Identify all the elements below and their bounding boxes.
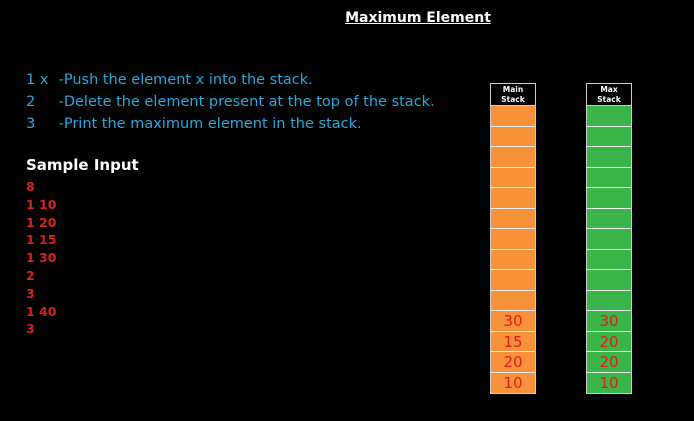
operations-list: 1 x -Push the element x into the stack. …	[26, 69, 435, 135]
operation-print-max: 3 -Print the maximum element in the stac…	[26, 113, 435, 135]
sample-input-title: Sample Input	[26, 156, 139, 174]
main-stack-value-cell: 15	[491, 331, 535, 352]
max-stack-empty-cell	[587, 126, 631, 147]
sample-input-list: 8 1 10 1 20 1 15 1 30 2 3 1 40 3	[26, 178, 56, 338]
main-stack-empty-cell	[491, 208, 535, 229]
main-stack-cells: 30 15 20 10	[491, 106, 535, 393]
sample-input-line: 1 40	[26, 303, 57, 319]
main-stack-empty-cell	[491, 270, 535, 291]
main-stack-empty-cell	[491, 290, 535, 311]
main-stack-empty-cell	[491, 249, 535, 270]
main-stack-value-cell: 10	[491, 372, 535, 393]
sample-input-line: 1 15	[26, 232, 57, 248]
operation-delete: 2 -Delete the element present at the top…	[26, 91, 435, 113]
operation-description: -Print the maximum element in the stack.	[58, 116, 362, 132]
diagram-title: Maximum Element	[345, 10, 491, 26]
max-stack-empty-cell	[587, 290, 631, 311]
main-stack-empty-cell	[491, 167, 535, 188]
max-stack-empty-cell	[587, 106, 631, 127]
main-stack-value-cell: 20	[491, 352, 535, 373]
max-stack-value-cell: 20	[587, 331, 631, 352]
max-stack-value-cell: 10	[587, 372, 631, 393]
max-stack-label-line1: Max	[600, 85, 618, 94]
main-stack-empty-cell	[491, 147, 535, 168]
main-stack-value-cell: 30	[491, 311, 535, 332]
max-stack-empty-cell	[587, 147, 631, 168]
sample-input-line: 3	[26, 285, 35, 301]
main-stack: Main Stack 30 15 20 10	[490, 83, 536, 394]
main-stack-empty-cell	[491, 188, 535, 209]
max-stack-empty-cell	[587, 167, 631, 188]
operation-description: -Push the element x into the stack.	[58, 72, 313, 88]
operation-description: -Delete the element present at the top o…	[58, 94, 435, 110]
operation-number: 1 x	[26, 72, 49, 88]
sample-input-line: 1 30	[26, 250, 57, 266]
max-stack-empty-cell	[587, 188, 631, 209]
max-stack: Max Stack 30 20 20 10	[586, 83, 632, 394]
max-stack-label-line2: Stack	[597, 95, 621, 104]
main-stack-label-line1: Main	[502, 85, 524, 94]
operation-number: 2	[26, 94, 36, 110]
main-stack-empty-cell	[491, 126, 535, 147]
operation-push: 1 x -Push the element x into the stack.	[26, 69, 435, 91]
max-stack-empty-cell	[587, 229, 631, 250]
sample-input-line: 2	[26, 267, 35, 283]
max-stack-value-cell: 20	[587, 352, 631, 373]
max-stack-cells: 30 20 20 10	[587, 106, 631, 393]
max-stack-empty-cell	[587, 270, 631, 291]
max-stack-empty-cell	[587, 249, 631, 270]
max-stack-header: Max Stack	[587, 84, 631, 106]
main-stack-empty-cell	[491, 229, 535, 250]
operation-number: 3	[26, 116, 36, 132]
sample-input-line: 1 10	[26, 196, 57, 212]
max-stack-value-cell: 30	[587, 311, 631, 332]
main-stack-empty-cell	[491, 106, 535, 127]
sample-input-line: 8	[26, 179, 35, 194]
sample-input-line: 1 20	[26, 214, 57, 230]
sample-input-line: 3	[26, 321, 35, 337]
max-stack-empty-cell	[587, 208, 631, 229]
main-stack-label-line2: Stack	[501, 95, 525, 104]
main-stack-header: Main Stack	[491, 84, 535, 106]
